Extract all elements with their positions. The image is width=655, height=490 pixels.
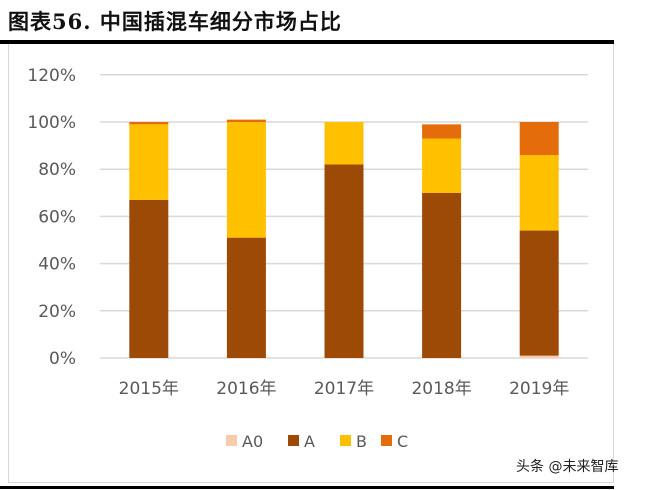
title-rule (0, 40, 614, 44)
y-tick-label: 120% (27, 66, 76, 86)
bar-segment-B (422, 138, 462, 193)
bar-segment-C (226, 119, 266, 122)
bar-segment-C (422, 124, 462, 139)
bar-segment-A (519, 230, 559, 356)
y-tick-label: 20% (38, 302, 76, 322)
bar-segment-C (519, 122, 559, 156)
legend-swatch-A (288, 435, 299, 446)
bar-segment-C (129, 122, 169, 125)
bar-segment-B (129, 124, 169, 200)
bar-segment-B (226, 122, 266, 238)
legend-label: A0 (242, 432, 263, 451)
legend-swatch-B (340, 435, 351, 446)
x-tick-label: 2015年 (119, 379, 179, 399)
legend-label: B (356, 432, 367, 451)
bar-segment-B (519, 155, 559, 231)
bottom-rule (0, 486, 614, 489)
legend-swatch-A0 (226, 435, 237, 446)
x-tick-label: 2017年 (314, 379, 374, 399)
y-tick-label: 80% (38, 160, 76, 180)
legend-label: A (304, 432, 315, 451)
x-tick-label: 2016年 (216, 379, 276, 399)
chart-frame (8, 44, 614, 483)
bar-segment-A0 (519, 355, 559, 358)
chart-title: 图表56. 中国插混车细分市场占比 (8, 9, 342, 34)
y-tick-label: 60% (38, 207, 76, 227)
bar-segment-A (324, 164, 364, 358)
x-tick-label: 2018年 (411, 379, 471, 399)
watermark: 头条 @未来智库 (516, 459, 619, 475)
bar-segment-A (226, 237, 266, 358)
x-tick-label: 2019年 (509, 379, 569, 399)
y-tick-label: 0% (49, 349, 76, 369)
bar-segment-A (129, 199, 169, 358)
bar-segment-B (324, 122, 364, 165)
legend-label: C (397, 432, 408, 451)
bar-segment-A (422, 192, 462, 358)
legend-swatch-C (381, 435, 392, 446)
y-tick-label: 40% (38, 255, 76, 275)
y-tick-label: 100% (27, 113, 76, 133)
